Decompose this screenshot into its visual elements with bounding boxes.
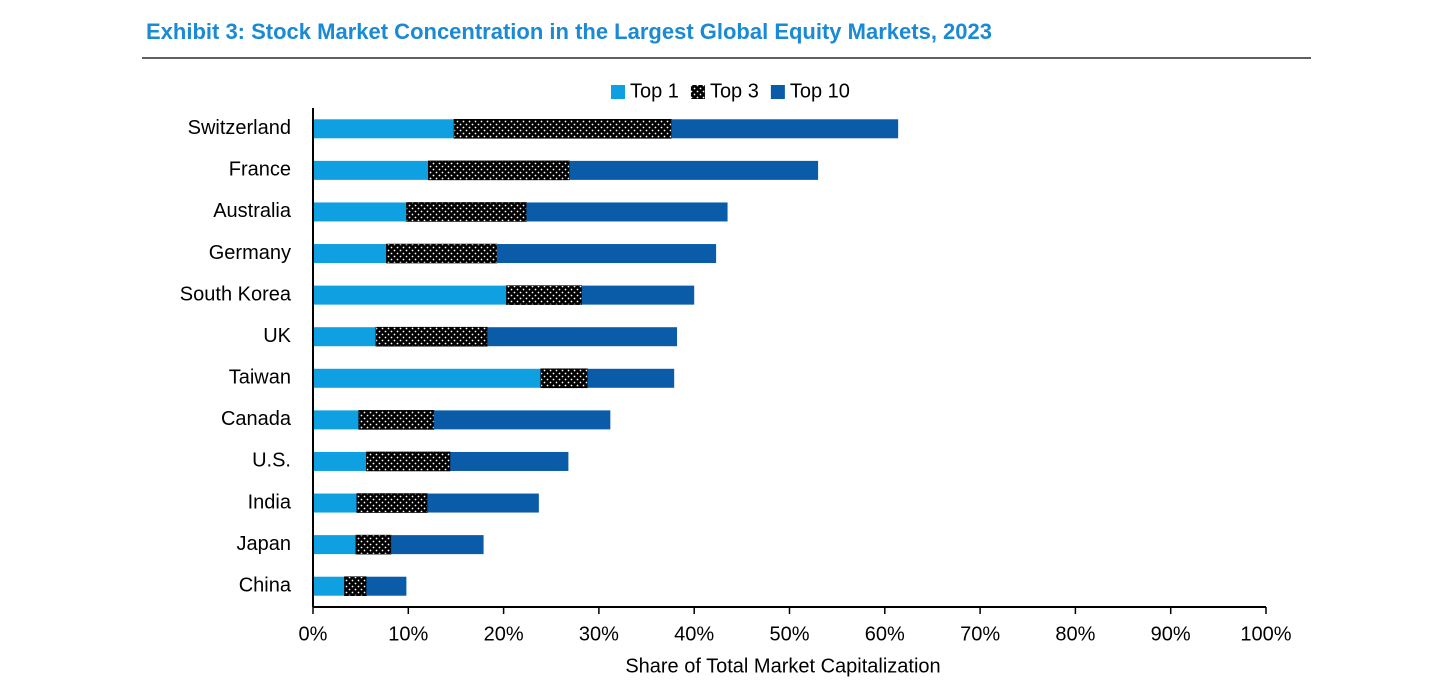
bar-segment	[366, 451, 451, 472]
x-tick-label: 100%	[1240, 623, 1291, 645]
bar-segment	[356, 493, 428, 513]
bar-segment	[313, 119, 455, 139]
bar-segment	[450, 451, 569, 471]
bar-segment	[496, 244, 717, 264]
bar-segment	[358, 410, 435, 430]
bar-segment	[581, 285, 695, 305]
legend-label: Top 1	[630, 80, 679, 102]
y-tick-label: Australia	[213, 200, 292, 222]
y-tick-label: Canada	[221, 408, 292, 430]
bar-segment	[344, 576, 367, 597]
x-tick-label: 50%	[769, 623, 809, 645]
x-tick-label: 90%	[1151, 623, 1191, 645]
bar-segment	[313, 202, 407, 222]
x-tick-label: 10%	[388, 623, 428, 645]
bar-segment	[366, 576, 407, 596]
chart-title: Exhibit 3: Stock Market Concentration in…	[146, 19, 992, 44]
bar-segment	[313, 576, 345, 596]
bar-segment	[487, 327, 678, 347]
bar-segment	[427, 493, 539, 513]
bar-segment	[313, 493, 357, 513]
bar-segment	[540, 368, 588, 389]
y-tick-label: China	[239, 574, 292, 596]
bar-segment	[313, 327, 376, 347]
bar-segment	[453, 118, 672, 139]
legend-swatch	[770, 85, 785, 99]
bar-segment	[313, 410, 359, 430]
y-tick-label: South Korea	[180, 283, 292, 305]
bar-segment	[375, 326, 488, 347]
x-tick-label: 0%	[299, 623, 328, 645]
bar-segment	[386, 243, 498, 264]
bar-segment	[313, 244, 387, 264]
bar-segment	[406, 202, 527, 222]
bar-segment	[428, 160, 570, 181]
y-tick-label: Germany	[209, 242, 291, 264]
bar-segment	[355, 534, 392, 555]
bar-segment	[569, 160, 819, 180]
y-tick-label: UK	[263, 325, 291, 347]
x-tick-label: 70%	[960, 623, 1000, 645]
bar-segment	[313, 285, 507, 305]
y-tick-label: Japan	[237, 533, 292, 555]
x-tick-label: 60%	[865, 623, 905, 645]
bar-segment	[587, 368, 675, 388]
bar-segment	[671, 119, 899, 139]
bar-segment	[391, 535, 484, 555]
bar-segment	[526, 202, 728, 222]
y-tick-label: Switzerland	[188, 117, 291, 139]
y-tick-label: France	[229, 159, 291, 181]
x-tick-label: 20%	[484, 623, 524, 645]
x-tick-label: 30%	[579, 623, 619, 645]
bar-segment	[313, 535, 356, 555]
bar-segment	[506, 285, 583, 305]
y-tick-label: Taiwan	[229, 367, 291, 389]
legend-label: Top 3	[710, 80, 759, 102]
legend-label: Top 10	[790, 80, 850, 102]
y-tick-label: U.S.	[252, 450, 291, 472]
legend-swatch	[690, 85, 705, 99]
x-tick-label: 80%	[1055, 623, 1095, 645]
bar-segment	[313, 451, 367, 471]
x-axis-title: Share of Total Market Capitalization	[625, 655, 940, 677]
bar-segment	[434, 410, 611, 430]
bar-segment	[313, 368, 541, 388]
x-tick-label: 40%	[674, 623, 714, 645]
bar-segment	[313, 160, 429, 180]
y-tick-label: India	[248, 491, 292, 513]
legend-swatch	[611, 85, 625, 99]
